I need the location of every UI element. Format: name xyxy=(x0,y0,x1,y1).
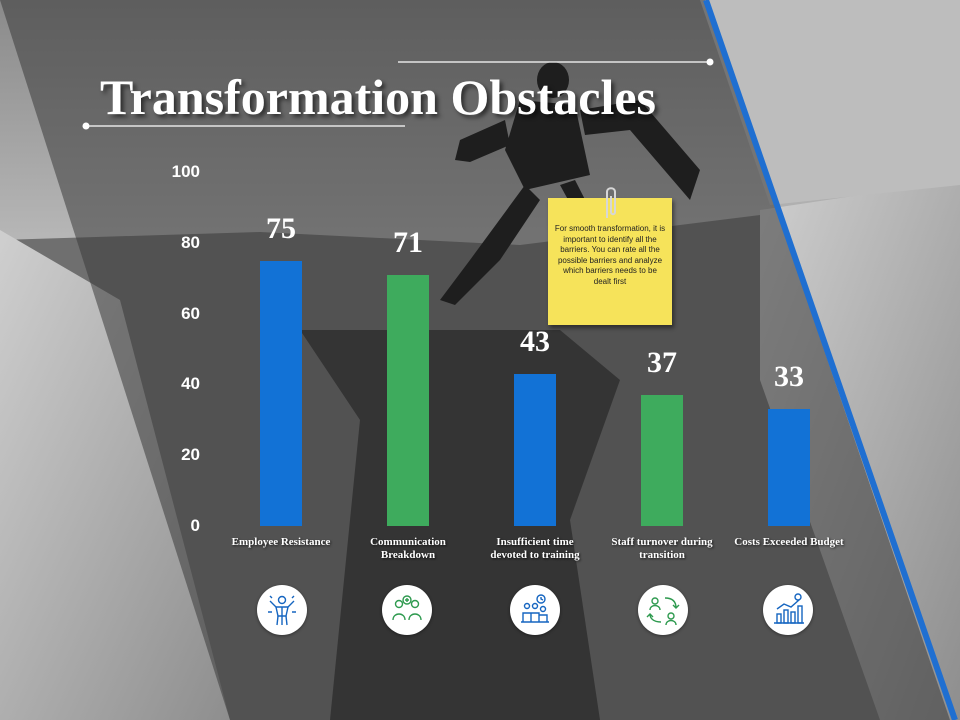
y-tick-label: 20 xyxy=(181,445,200,465)
bar xyxy=(768,409,810,526)
costs-chart-icon xyxy=(763,585,813,635)
communication-icon xyxy=(382,585,432,635)
category-label: Communication Breakdown xyxy=(370,536,446,561)
category-label: Staff turnover during transition xyxy=(611,536,713,561)
y-tick-label: 80 xyxy=(181,232,200,252)
category-label: Insufficient time devoted to training xyxy=(490,536,580,561)
page-title: Transformation Obstacles xyxy=(100,69,656,125)
category-label: Employee Resistance xyxy=(231,536,331,548)
sticky-note-text: For smooth transformation, it is importa… xyxy=(554,224,666,286)
y-tick-label: 40 xyxy=(181,374,200,394)
y-tick-label: 60 xyxy=(181,303,200,323)
y-tick-label: 100 xyxy=(171,162,200,181)
sticky-note: For smooth transformation, it is importa… xyxy=(548,198,672,325)
paperclip-icon xyxy=(606,187,616,218)
y-tick-label: 0 xyxy=(190,516,200,535)
category-label: Costs Exceeded Budget xyxy=(734,536,844,548)
bar xyxy=(260,260,302,526)
bar-value-label: 37 xyxy=(647,346,677,380)
bar xyxy=(641,395,683,526)
bar xyxy=(387,274,429,526)
bar-value-label: 75 xyxy=(266,211,296,245)
bar xyxy=(514,373,556,526)
employee-icon xyxy=(257,585,307,635)
training-icon xyxy=(510,585,560,635)
bar-value-label: 71 xyxy=(393,225,423,259)
staff-turnover-icon xyxy=(638,585,688,635)
bar-value-label: 33 xyxy=(774,360,804,394)
bar-value-label: 43 xyxy=(520,324,550,358)
